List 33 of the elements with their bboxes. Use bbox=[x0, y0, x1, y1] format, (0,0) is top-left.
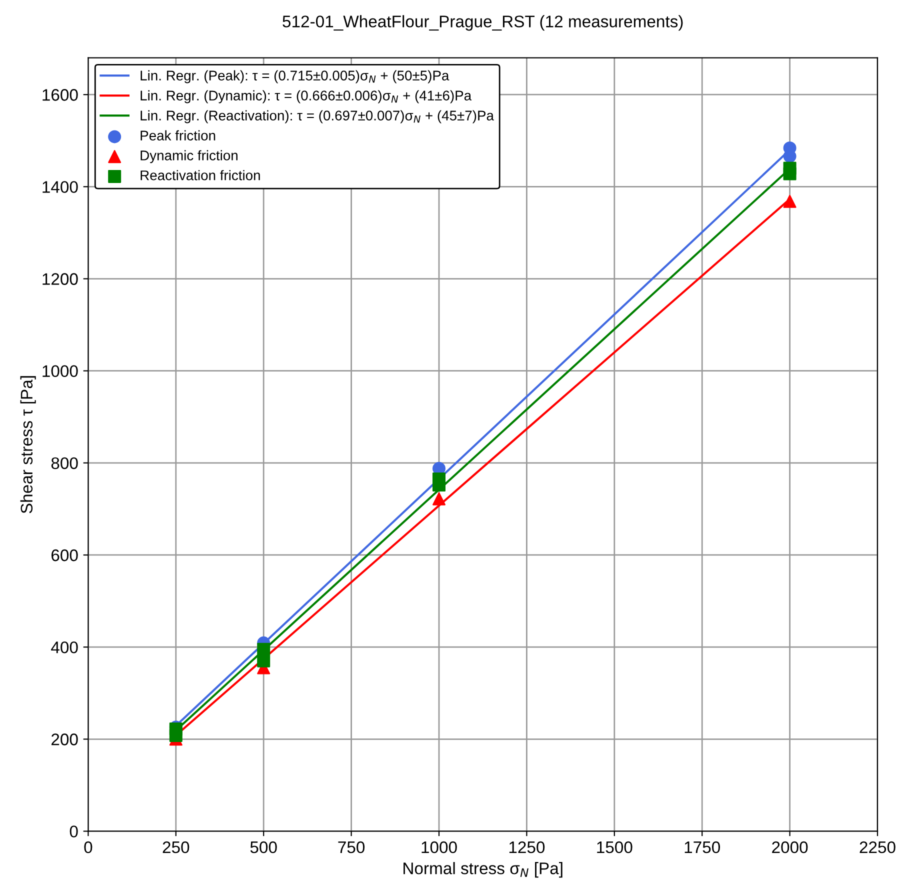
x-tick-label: 1000 bbox=[422, 841, 457, 854]
y-tick-label: 1400 bbox=[42, 181, 78, 193]
legend-label: Lin. Regr. (Peak): τ = (0.715±0.005)σ$_{N}$ + (50±5)Pa bbox=[140, 70, 450, 84]
y-tick-label: 1000 bbox=[42, 365, 78, 378]
y-tick-label: 1200 bbox=[42, 273, 78, 285]
point bbox=[432, 492, 446, 506]
y-tick-label: 800 bbox=[51, 457, 78, 470]
y-tick-label: 0 bbox=[70, 826, 78, 838]
x-tick-label: 2000 bbox=[772, 841, 808, 854]
legend-label: Reactivation friction bbox=[140, 170, 260, 180]
legend-label: Lin. Regr. (Dynamic): τ = (0.666±0.006)σ$_{N}$ + (41±6)Pa bbox=[140, 90, 472, 104]
x-tick-label: 1250 bbox=[509, 841, 545, 854]
y-axis-title: Shear stress τ [Pa] bbox=[20, 376, 36, 514]
y-tick-label: 200 bbox=[52, 734, 78, 746]
point bbox=[257, 642, 270, 656]
x-tick-label: 2250 bbox=[860, 841, 896, 854]
point bbox=[783, 162, 796, 175]
y-tick-label: 600 bbox=[52, 549, 78, 562]
point bbox=[783, 194, 796, 208]
x-tick-label: 500 bbox=[250, 841, 277, 854]
legend-label: Dynamic friction bbox=[140, 150, 238, 164]
y-tick-label: 400 bbox=[51, 641, 78, 654]
legend-label: Peak friction bbox=[140, 130, 216, 140]
point bbox=[257, 654, 270, 668]
x-axis-title: Normal stress σ$_{N}$ [Pa] bbox=[404, 862, 562, 878]
legend-label: Lin. Regr. (Reactivation): τ = (0.697±0.007)σ$_{N}$ + (45±7)Pa bbox=[140, 110, 494, 124]
x-tick-label: 0 bbox=[84, 841, 92, 854]
chart-title: 512-01_WheatFlour_Prague_RST (12 measurements) bbox=[282, 15, 683, 31]
x-tick-label: 1500 bbox=[597, 841, 632, 854]
x-tick-label: 250 bbox=[162, 841, 190, 854]
x-tick-label: 1750 bbox=[684, 841, 720, 854]
y-tick-label: 1600 bbox=[42, 89, 78, 101]
x-tick-label: 750 bbox=[338, 841, 365, 854]
